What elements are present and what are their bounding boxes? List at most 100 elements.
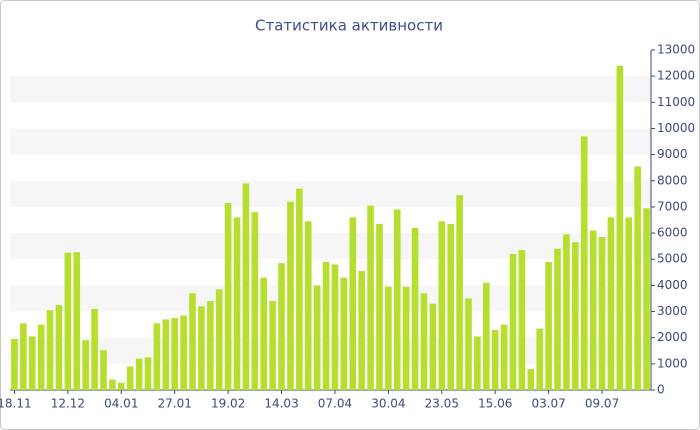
x-tick-label: 18.11: [0, 397, 32, 411]
bar: [126, 366, 134, 390]
bar: [189, 293, 196, 390]
bar: [509, 254, 517, 390]
x-tick-label: 07.04: [318, 397, 352, 411]
bar: [438, 221, 446, 390]
bar: [198, 306, 205, 390]
x-tick-label: 19.02: [211, 397, 245, 411]
bar: [296, 188, 303, 390]
bar: [242, 183, 250, 390]
x-tick-label: 09.07: [585, 397, 619, 411]
bar: [607, 217, 615, 390]
bar: [447, 223, 454, 390]
y-tick-label: 4000: [657, 278, 688, 292]
grid-band: [10, 128, 651, 155]
bar: [171, 318, 178, 390]
x-tick-label: 03.07: [531, 397, 565, 411]
bar: [465, 298, 472, 390]
bar: [55, 305, 63, 390]
bar: [500, 324, 508, 390]
bar: [616, 65, 624, 390]
bar: [73, 252, 81, 390]
bar: [580, 136, 588, 390]
bar: [215, 289, 223, 390]
y-tick-label: 6000: [657, 226, 688, 240]
y-tick-label: 1000: [657, 356, 688, 370]
y-tick-label: 2000: [657, 330, 688, 344]
bar: [322, 261, 330, 390]
bar: [483, 282, 490, 390]
bar: [287, 201, 294, 390]
bar: [20, 323, 27, 390]
x-tick-label: 04.01: [104, 397, 138, 411]
bar: [28, 336, 36, 390]
bar: [109, 379, 116, 390]
bar: [331, 264, 339, 390]
grid-band: [10, 180, 651, 207]
bar: [278, 263, 285, 390]
bar: [367, 205, 374, 390]
bar: [563, 234, 570, 390]
bar: [589, 230, 597, 390]
bar: [117, 382, 125, 390]
bar: [358, 271, 365, 390]
bar: [518, 250, 526, 390]
bar: [536, 328, 544, 390]
bar: [46, 310, 54, 390]
bar: [349, 217, 357, 390]
bar: [37, 324, 45, 390]
bar: [260, 277, 268, 390]
bar: [180, 315, 187, 390]
bar: [91, 308, 98, 390]
x-tick-label: 27.01: [158, 397, 192, 411]
y-tick-label: 3000: [657, 304, 688, 318]
bar: [153, 323, 161, 390]
y-tick-label: 10000: [657, 121, 695, 135]
bar: [269, 301, 276, 390]
y-tick-label: 8000: [657, 173, 688, 187]
grid-band: [10, 337, 651, 364]
bar: [554, 248, 561, 390]
bar: [545, 261, 552, 390]
bar: [251, 212, 259, 390]
bar: [64, 252, 72, 390]
bar: [376, 223, 383, 390]
bar: [11, 339, 18, 390]
bar: [313, 285, 321, 390]
bar: [456, 195, 463, 390]
y-tick-label: 13000: [657, 43, 695, 57]
bar: [402, 286, 410, 390]
bar: [411, 227, 419, 390]
bar: [233, 217, 241, 390]
bar: [634, 166, 641, 390]
grid-band: [10, 285, 651, 312]
x-tick-label: 12.12: [51, 397, 85, 411]
y-tick-label: 7000: [657, 199, 688, 213]
bar: [144, 357, 152, 390]
y-tick-label: 12000: [657, 69, 695, 83]
bar: [420, 293, 428, 390]
x-tick-label: 30.04: [371, 397, 405, 411]
bar: [340, 277, 348, 390]
x-tick-label: 15.06: [478, 397, 512, 411]
bar: [572, 242, 579, 390]
bar: [598, 237, 606, 390]
bar: [100, 350, 107, 390]
bar: [385, 286, 392, 390]
x-tick-label: 23.05: [425, 397, 459, 411]
bar: [643, 208, 650, 390]
grid-band: [10, 76, 651, 103]
x-tick-label: 14.03: [264, 397, 298, 411]
bar: [393, 209, 401, 390]
bar: [82, 340, 89, 390]
bar: [527, 369, 535, 390]
bar: [224, 203, 232, 390]
bar: [474, 336, 481, 390]
bar: [135, 358, 143, 390]
bar: [304, 221, 312, 390]
grid-band: [10, 233, 651, 260]
y-tick-label: 11000: [657, 95, 695, 109]
bar: [162, 319, 170, 390]
bar: [491, 329, 499, 390]
